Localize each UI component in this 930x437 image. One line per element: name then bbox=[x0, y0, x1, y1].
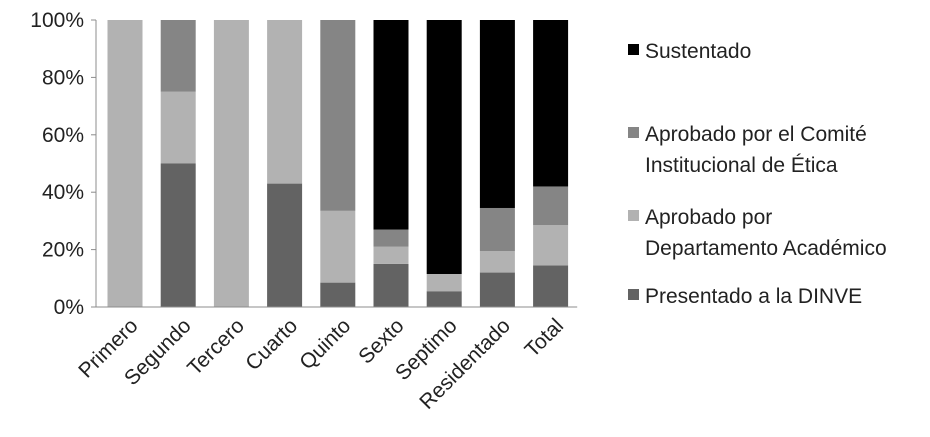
bar-segment bbox=[426, 291, 462, 307]
y-tick-label: 20% bbox=[42, 239, 84, 262]
y-tick-label: 60% bbox=[42, 124, 84, 147]
x-axis: PrimeroSegundoTerceroCuartoQuintoSextoSe… bbox=[74, 306, 578, 414]
bar-segment bbox=[107, 20, 143, 307]
legend-label: Institucional de Ética bbox=[645, 154, 838, 177]
bar-segment bbox=[267, 20, 303, 184]
bar-segment bbox=[479, 207, 515, 252]
bar-segment bbox=[426, 273, 462, 292]
legend-swatch bbox=[628, 210, 639, 221]
bar-segment bbox=[533, 186, 569, 226]
legend-label: Aprobado por bbox=[645, 206, 772, 229]
bar-segment bbox=[160, 163, 196, 307]
legend-label: Presentado a la DINVE bbox=[645, 285, 862, 308]
legend-swatch bbox=[628, 127, 639, 138]
x-tick-label: Cuarto bbox=[241, 314, 302, 375]
legend-label: Aprobado por el Comité bbox=[645, 123, 867, 146]
y-tick-label: 80% bbox=[42, 66, 84, 89]
legend-swatch bbox=[628, 44, 639, 55]
bar-segment bbox=[373, 229, 409, 247]
bar-segment bbox=[160, 20, 196, 92]
legend-label: Sustentado bbox=[645, 40, 751, 63]
bar-segment bbox=[213, 20, 249, 307]
y-tick-label: 40% bbox=[42, 181, 84, 204]
bar-segment bbox=[373, 263, 409, 307]
x-tick-label: Total bbox=[521, 314, 569, 362]
bar-segment bbox=[479, 20, 515, 208]
x-tick-label: Tercero bbox=[183, 314, 249, 380]
bar-segment bbox=[320, 210, 356, 283]
bar-segment bbox=[479, 251, 515, 273]
legend: Sustentado Aprobado por el Comité Instituc… bbox=[628, 40, 887, 308]
y-axis: 0% 20% 40% 60% 80% 100% bbox=[30, 9, 97, 319]
legend-swatch bbox=[628, 289, 639, 300]
bar-segment bbox=[373, 20, 409, 230]
bar-segment bbox=[426, 20, 462, 274]
bars bbox=[107, 20, 569, 307]
legend-label: Departamento Académico bbox=[645, 237, 887, 260]
bar-segment bbox=[320, 20, 356, 211]
bar-segment bbox=[533, 225, 569, 266]
x-tick-label: Quinto bbox=[295, 314, 355, 374]
bar-segment bbox=[533, 20, 569, 187]
y-tick-label: 100% bbox=[30, 9, 84, 32]
y-tick-label: 0% bbox=[54, 296, 84, 319]
bar-segment bbox=[267, 183, 303, 307]
bar-segment bbox=[320, 282, 356, 307]
bar-segment bbox=[373, 246, 409, 264]
bar-segment bbox=[160, 91, 196, 164]
bar-segment bbox=[479, 272, 515, 307]
bar-segment bbox=[533, 265, 569, 307]
